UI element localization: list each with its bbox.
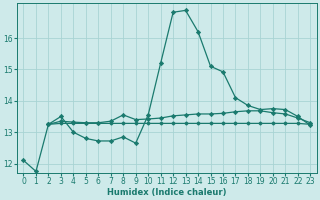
- X-axis label: Humidex (Indice chaleur): Humidex (Indice chaleur): [107, 188, 227, 197]
